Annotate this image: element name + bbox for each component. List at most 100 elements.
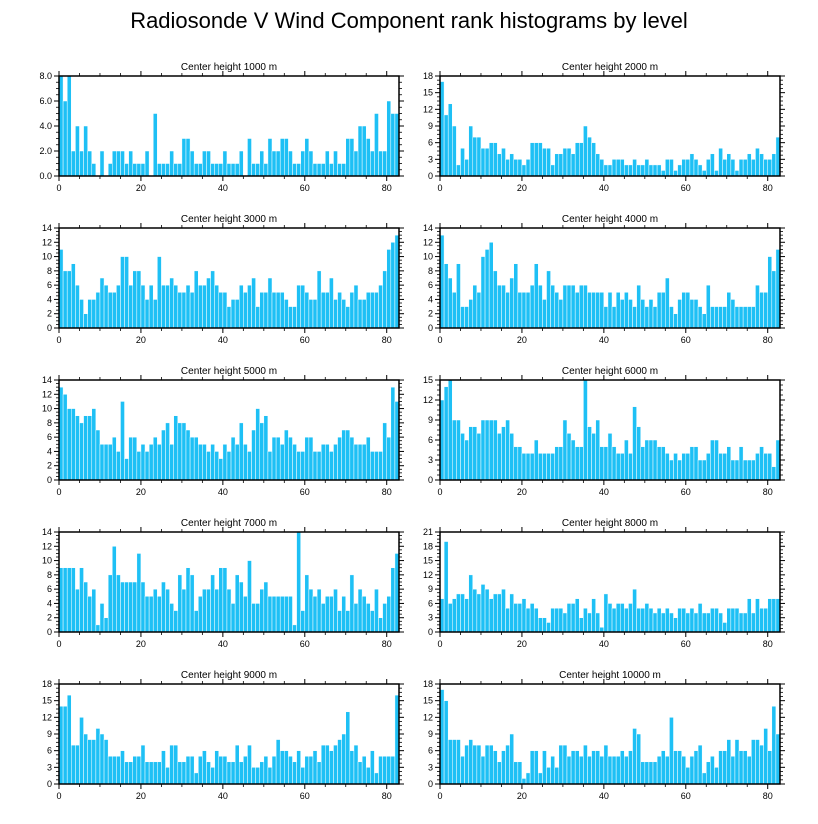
histogram-bar (538, 284, 543, 329)
histogram-bar (742, 159, 748, 177)
histogram-bar (62, 100, 68, 177)
x-tick-label: 0 (56, 183, 61, 193)
histogram-bar (624, 292, 629, 329)
histogram-bar (464, 744, 469, 785)
histogram-bar (697, 306, 703, 329)
x-tick-label: 60 (300, 791, 310, 801)
histogram-bar (83, 415, 88, 481)
histogram-bar (701, 313, 707, 329)
histogram-bar (742, 306, 748, 329)
histogram-bar (128, 581, 133, 633)
histogram-bar (554, 446, 560, 481)
histogram-bar (66, 694, 72, 785)
histogram-bar (521, 598, 527, 633)
y-tick-label: 4 (428, 294, 433, 304)
histogram-bar (337, 436, 342, 481)
histogram-bar (136, 755, 142, 785)
x-tick-label: 0 (437, 335, 442, 345)
histogram-bar (509, 153, 514, 177)
histogram-bar (365, 292, 371, 329)
histogram-bar (259, 761, 265, 785)
y-tick-label: 6 (47, 584, 52, 594)
histogram-bar (243, 292, 248, 329)
histogram-bar (312, 451, 318, 481)
histogram-bar (120, 750, 125, 785)
histogram-bar (685, 453, 691, 481)
x-tick-label: 80 (763, 335, 773, 345)
histogram-bar (505, 419, 510, 481)
histogram-bar (341, 299, 346, 329)
histogram-bar (443, 541, 449, 633)
histogram-bar (210, 270, 215, 329)
histogram-bar (726, 446, 732, 481)
histogram-bar (263, 415, 269, 481)
histogram-bar (234, 163, 240, 177)
histogram-bar (746, 306, 752, 329)
panel-1: Center height 1000 m 0.0 2.0 4.0 6.0 8.0 0 20 40… (39, 62, 404, 193)
histogram-bar (665, 159, 670, 177)
histogram-bar (296, 284, 301, 329)
histogram-bar (120, 150, 125, 177)
histogram-bar (632, 588, 637, 633)
histogram-bar (734, 306, 740, 329)
histogram-bar (771, 598, 777, 633)
panel-4: Center height 4000 m 0 2 4 6 8 10 12 14 0 20 40 60 80 (423, 214, 785, 345)
histogram-bar (116, 574, 121, 633)
histogram-bar (570, 439, 576, 481)
y-tick-label: 0 (47, 475, 52, 485)
histogram-bar (722, 750, 727, 785)
histogram-bar (202, 750, 207, 785)
histogram-bar (140, 744, 146, 785)
histogram-bar (374, 588, 379, 633)
histogram-bar (185, 429, 191, 481)
histogram-bar (493, 593, 498, 633)
histogram-bar (148, 444, 154, 481)
histogram-bar (706, 453, 711, 481)
histogram-bar (140, 163, 146, 177)
histogram-bar (513, 263, 519, 329)
histogram-bar (665, 453, 670, 481)
histogram-bar (357, 761, 363, 785)
histogram-bar (697, 164, 703, 177)
histogram-bar (390, 113, 396, 177)
histogram-bar (247, 560, 252, 633)
y-tick-label: 4 (47, 294, 52, 304)
histogram-bar (259, 150, 265, 177)
histogram-bar (726, 292, 732, 329)
histogram-bar (746, 153, 752, 177)
histogram-bar (624, 439, 629, 481)
histogram-bar (759, 153, 764, 177)
histogram-bar (644, 439, 650, 481)
histogram-bar (755, 598, 760, 633)
histogram-bar (710, 607, 715, 633)
histogram-bar (99, 444, 105, 481)
histogram-bar (493, 419, 498, 481)
histogram-bar (99, 733, 105, 785)
histogram-bar (75, 125, 80, 177)
histogram-bar (370, 150, 375, 177)
histogram-bar (538, 772, 543, 785)
histogram-bar (562, 744, 568, 785)
histogram-bar (746, 459, 752, 481)
histogram-bar (337, 739, 342, 785)
histogram-bar (689, 607, 695, 633)
histogram-bar (181, 138, 187, 177)
histogram-bar (493, 750, 498, 785)
histogram-bar (304, 574, 310, 633)
histogram-bar (349, 750, 355, 785)
histogram-bar (673, 170, 678, 177)
histogram-bar (706, 284, 711, 329)
histogram-bar (587, 136, 592, 177)
histogram-bar (550, 164, 555, 177)
panel-title: Center height 2000 m (562, 62, 658, 73)
histogram-bar (230, 603, 236, 633)
histogram-bar (247, 744, 252, 785)
y-tick-label: 9 (428, 415, 433, 425)
histogram-bar (722, 159, 727, 177)
histogram-bar (193, 610, 199, 633)
histogram-bar (316, 163, 322, 177)
histogram-bar (279, 750, 285, 785)
y-tick-label: 0 (428, 779, 433, 789)
histogram-bar (660, 750, 666, 785)
histogram-bar (619, 603, 625, 633)
